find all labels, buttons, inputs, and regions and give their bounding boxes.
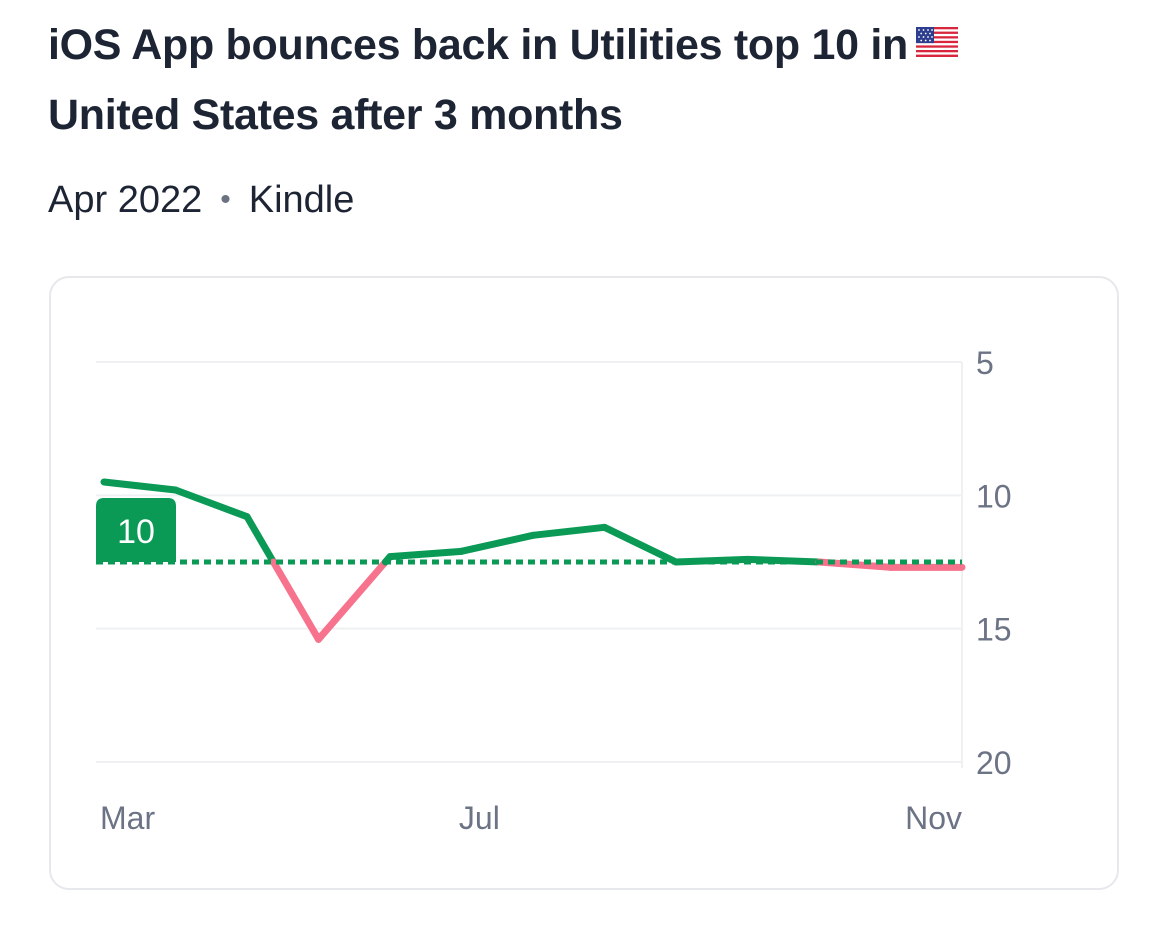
y-tick-label: 10 [976,478,1012,514]
series-segment [315,558,389,643]
reference-badge [96,498,176,562]
subtitle-separator: • [220,183,231,216]
series-segment [386,547,465,561]
series-segment [269,558,322,643]
subtitle-date: Apr 2022 [48,179,203,221]
page-title: iOS App bounces back in Utilities top 10… [48,10,1128,150]
us-flag-icon [915,26,958,57]
y-tick-label: 5 [976,345,994,381]
x-tick-label: Nov [905,800,962,836]
series-segment [601,523,680,566]
y-tick-label: 20 [976,745,1012,781]
subtitle: Apr 2022 • Kindle [48,174,354,229]
series-segment [458,531,537,555]
title-line-2: United States after 3 months [48,91,623,139]
subtitle-app: Kindle [248,179,355,221]
series-segment [172,486,251,521]
chart-card [49,276,1119,890]
x-tick-label: Mar [100,800,155,836]
reference-badge-label: 10 [117,513,155,551]
x-tick-label: Jul [459,800,500,836]
series-segment [243,513,277,566]
y-tick-label: 15 [976,612,1012,648]
series-segment [529,523,608,539]
title-text: iOS App bounces back in Utilities top 10… [48,21,908,69]
series-segment [100,478,179,494]
